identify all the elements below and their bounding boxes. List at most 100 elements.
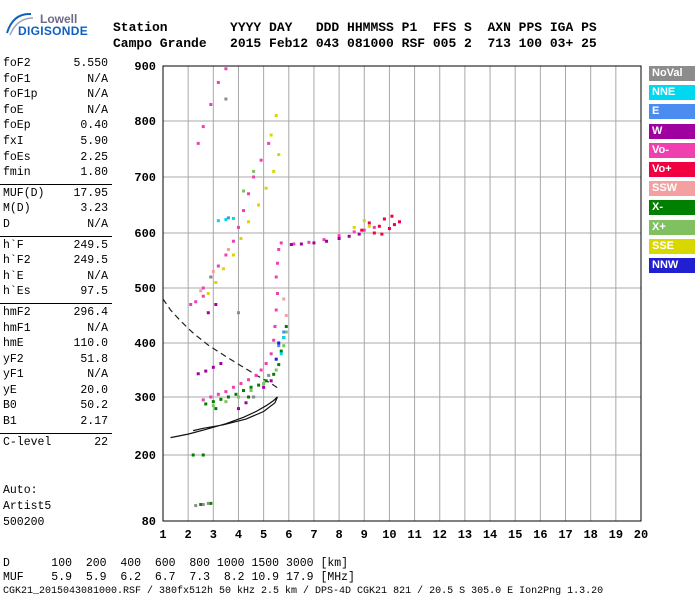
data-point-nne	[279, 352, 283, 356]
data-point-vo-	[279, 241, 283, 245]
data-point-vo-	[247, 192, 251, 196]
logo-digisonde-text: DIGISONDE	[18, 24, 89, 38]
data-point-sse	[206, 292, 210, 295]
param-label: h`Es	[3, 285, 31, 299]
data-point-w	[347, 234, 351, 238]
data-point-x-	[236, 395, 240, 399]
param-label: h`F2	[3, 254, 31, 268]
data-point-x-	[284, 330, 288, 334]
data-point-vo-	[196, 141, 200, 145]
legend-item-nnw: NNW	[649, 258, 695, 273]
param-row: h`F2 249.5	[0, 254, 112, 270]
y-tick-label: 300	[134, 391, 156, 405]
legend-item-sse: SSE	[649, 238, 695, 254]
data-point-vo-	[252, 175, 256, 179]
data-point-w	[211, 365, 215, 369]
y-tick-label: 900	[134, 60, 156, 74]
data-point-sse	[214, 281, 218, 284]
data-point-x-	[284, 325, 288, 328]
param-value: 51.8	[80, 352, 108, 366]
param-row: yF1 N/A	[0, 368, 112, 384]
legend-item-w: W	[649, 123, 695, 139]
param-row: yF2 51.8	[0, 353, 112, 369]
data-point-vo-	[272, 338, 276, 342]
data-point-vo-	[275, 292, 279, 295]
data-point-w	[196, 372, 200, 376]
ionogram-chart: 1 2 3 4 5 6 7 8 9 10 11 12 13 14 15 16 17 18 19 20802003004…	[134, 60, 648, 542]
data-point-vo-	[360, 228, 364, 232]
data-point-x-	[219, 397, 223, 401]
data-point-x-	[279, 349, 283, 353]
param-label: foF2	[3, 57, 31, 70]
data-point-w	[269, 379, 273, 383]
data-point-e	[282, 330, 286, 334]
data-point-sse	[272, 169, 276, 173]
data-point-w	[204, 369, 208, 373]
data-point-vo-	[239, 382, 243, 385]
param-value: 17.95	[73, 186, 108, 200]
header-labels: Station YYYY DAY DDD HHMMSS P1 FFS S AXN…	[113, 20, 597, 35]
data-point-noval	[267, 373, 271, 377]
param-row: foF1 N/A	[0, 73, 112, 89]
param-row: D N/A	[0, 218, 112, 234]
data-point-vo-	[201, 294, 205, 298]
param-label: C-level	[3, 435, 52, 449]
param-value: 0.40	[80, 119, 108, 133]
param-row: h`Es 97.5	[0, 285, 112, 301]
param-value: 2.25	[80, 150, 108, 164]
data-point-vo-	[307, 240, 311, 244]
data-point-vo-	[352, 230, 356, 234]
param-value: 22	[94, 435, 108, 449]
data-point-x-	[249, 385, 253, 389]
data-point-x-	[214, 407, 218, 411]
param-value: 5.90	[80, 134, 108, 148]
data-point-sse	[221, 267, 225, 271]
data-point-vo-	[264, 362, 268, 366]
param-label: foF1	[3, 72, 31, 86]
data-point-vo-	[274, 275, 278, 279]
data-point-x-	[264, 379, 268, 383]
data-point-e	[226, 216, 230, 220]
legend-item-vo-: Vo+	[649, 162, 695, 177]
data-point-sse	[239, 237, 243, 240]
data-point-sse	[247, 220, 251, 224]
param-row: MUF(D) 17.95	[0, 187, 112, 203]
data-point-noval	[252, 395, 256, 399]
data-point-x-	[204, 402, 208, 406]
x-tick-label: 18	[583, 528, 597, 542]
data-point-vo-	[292, 242, 296, 246]
y-tick-label: 400	[134, 337, 156, 351]
param-row: B1 2.17	[0, 415, 112, 431]
legend-item-x-: X-	[649, 200, 695, 216]
data-point-vo-	[216, 81, 220, 84]
data-point-vo-	[224, 253, 228, 257]
auto-code: 500200	[3, 516, 45, 529]
data-point-x-	[242, 189, 246, 193]
param-row: foEs 2.25	[0, 151, 112, 167]
param-label: fmin	[3, 166, 31, 180]
data-point-noval	[209, 275, 213, 279]
data-point-x-	[249, 389, 253, 393]
data-point-vo-	[201, 286, 205, 290]
param-label: M(D)	[3, 202, 31, 216]
data-point-x-	[262, 382, 266, 385]
data-point-sse	[257, 203, 261, 207]
x-tick-label: 5	[260, 528, 267, 542]
param-label: hmF2	[3, 305, 31, 319]
param-label: foF1p	[3, 88, 38, 102]
x-tick-label: 19	[609, 528, 623, 542]
auto-label: Auto:	[3, 484, 38, 497]
data-point-sse	[269, 133, 273, 137]
data-point-vo-	[259, 368, 263, 372]
data-point-vo-	[247, 378, 251, 382]
data-point-w	[219, 362, 223, 366]
param-label: yE	[3, 383, 17, 397]
data-point-vo-	[259, 158, 263, 162]
x-tick-label: 10	[382, 528, 396, 542]
data-point-nne	[282, 336, 286, 339]
param-label: h`F	[3, 238, 24, 252]
param-value: 5.550	[73, 57, 108, 70]
data-point-vo-	[367, 221, 371, 225]
param-label: yF2	[3, 352, 24, 366]
param-row: C-level 22	[0, 436, 112, 452]
